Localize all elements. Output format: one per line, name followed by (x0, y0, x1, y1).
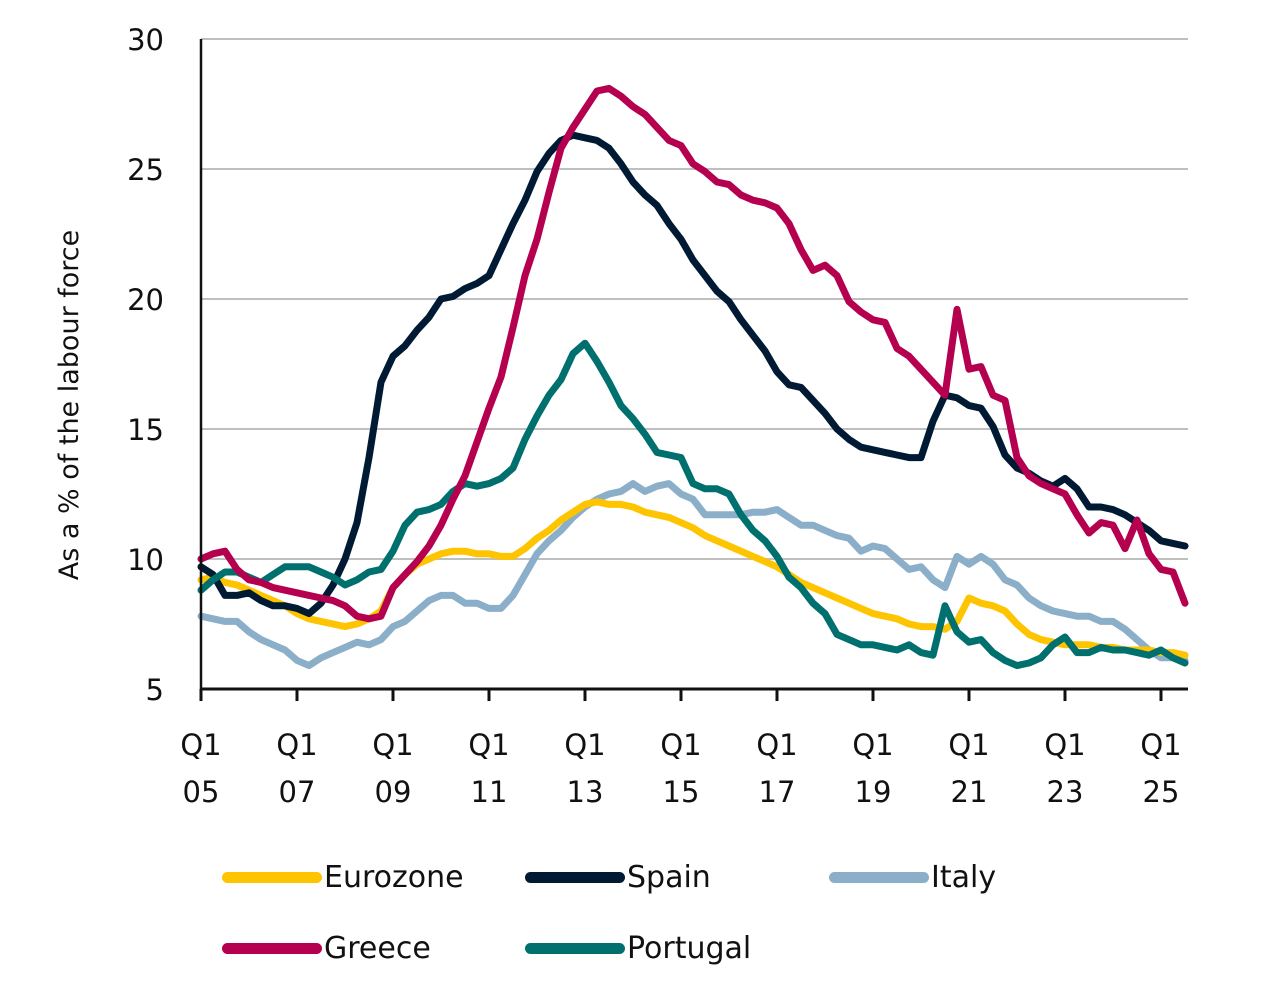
series-line-italy (197, 480, 1189, 670)
legend-label-eurozone: Eurozone (324, 859, 464, 895)
series-lines (197, 84, 1189, 670)
legend-item-greece[interactable]: Greece (222, 923, 431, 973)
x-tick-label-quarter: Q1 (564, 728, 605, 762)
series-line-greece (197, 84, 1189, 623)
x-tick-label-quarter: Q1 (372, 728, 413, 762)
legend-label-greece: Greece (324, 930, 431, 966)
legend-item-italy[interactable]: Italy (829, 852, 996, 902)
gridlines (201, 38, 1188, 560)
series-line-portugal (197, 339, 1189, 670)
x-tick-label-year: 25 (1143, 775, 1180, 809)
x-tick-label-year: 23 (1047, 775, 1084, 809)
y-tick-label: 25 (127, 153, 164, 187)
legend-swatch-portugal (525, 942, 625, 954)
y-tick-label: 5 (146, 673, 164, 707)
x-tick-label-quarter: Q1 (660, 728, 701, 762)
legend-item-eurozone[interactable]: Eurozone (222, 852, 464, 902)
y-tick-label: 20 (127, 283, 164, 317)
x-tick-label-year: 17 (759, 775, 796, 809)
x-tick-label-year: 11 (471, 775, 508, 809)
series-line-eurozone (197, 498, 1189, 659)
y-tick-label: 30 (127, 23, 164, 57)
x-tick-label-quarter: Q1 (852, 728, 893, 762)
x-tick-label-year: 07 (279, 775, 316, 809)
x-tick-label-year: 05 (183, 775, 220, 809)
series-line-spain (197, 131, 1189, 618)
x-axis-ticks: Q1 05 Q1 07 Q1 09 Q1 11 Q1 13 Q1 15 Q1 17 Q1 19 Q1 21 Q1 23… (180, 689, 1182, 809)
y-axis-title: As a % of the labour force (54, 230, 85, 580)
x-tick-label-quarter: Q1 (1140, 728, 1181, 762)
x-tick-label-year: 09 (375, 775, 412, 809)
y-tick-label: 15 (127, 413, 164, 447)
y-axis-tick-labels: 5 10 15 20 25 30 (127, 23, 164, 707)
legend-label-italy: Italy (931, 859, 997, 895)
legend-item-spain[interactable]: Spain (525, 852, 711, 902)
legend-label-portugal: Portugal (627, 930, 752, 966)
x-tick-label-year: 13 (567, 775, 604, 809)
legend-swatch-italy (829, 871, 929, 883)
x-tick-label-quarter: Q1 (276, 728, 317, 762)
x-tick-label-year: 15 (663, 775, 700, 809)
legend-swatch-greece (222, 942, 322, 954)
legend-item-portugal[interactable]: Portugal (525, 923, 751, 973)
legend-label-spain: Spain (627, 859, 711, 895)
x-tick-label-year: 21 (951, 775, 988, 809)
line-chart: 5 10 15 20 25 30 Q1 05 Q1 07 Q1 09 Q1 11 Q1 13 Q1 15 Q1 17… (54, 23, 1189, 809)
legend-swatch-eurozone (222, 871, 322, 883)
x-tick-label-year: 19 (855, 775, 892, 809)
x-tick-label-quarter: Q1 (1044, 728, 1085, 762)
x-tick-label-quarter: Q1 (180, 728, 221, 762)
legend-swatch-spain (525, 871, 625, 883)
x-tick-label-quarter: Q1 (468, 728, 509, 762)
y-tick-label: 10 (127, 543, 164, 577)
x-tick-label-quarter: Q1 (756, 728, 797, 762)
x-tick-label-quarter: Q1 (948, 728, 989, 762)
